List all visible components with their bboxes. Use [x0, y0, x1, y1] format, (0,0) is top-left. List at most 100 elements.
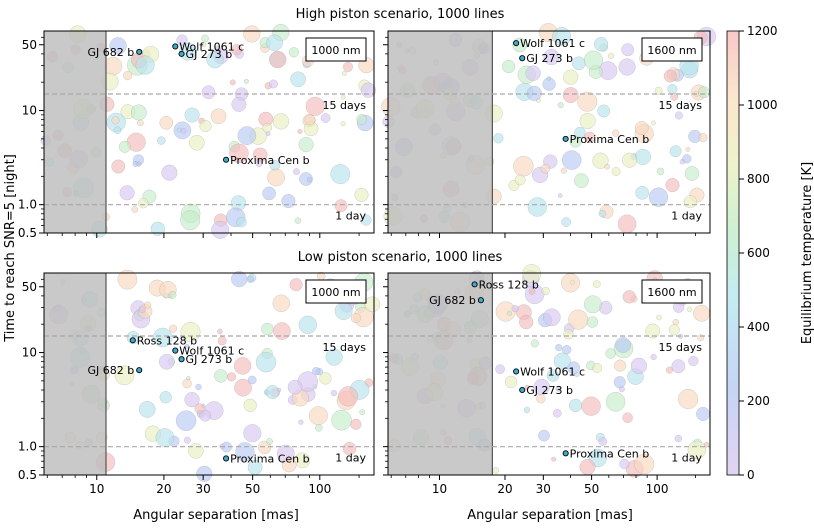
planet-point: [210, 108, 227, 125]
wavelength-label: 1000 nm: [311, 286, 360, 299]
planet-point: [243, 78, 249, 84]
planet-point: [161, 164, 178, 181]
named-planet-label: GJ 273 b: [526, 384, 573, 397]
planet-point: [236, 217, 247, 228]
y-tick-label: 0.5: [18, 226, 37, 240]
planet-point: [561, 150, 582, 170]
planet-point: [138, 198, 149, 209]
planet-point: [158, 353, 175, 370]
planet-point: [231, 270, 248, 288]
planet-point: [671, 359, 686, 374]
planet-point: [194, 403, 205, 414]
planet-point: [354, 187, 369, 202]
planet-point: [262, 122, 273, 133]
named-planet-label: Proxima Cen b: [570, 447, 650, 460]
x-tick-label: 30: [536, 482, 551, 496]
planet-point: [693, 304, 711, 322]
named-planet-label: GJ 682 b: [87, 46, 134, 59]
planet-point: [560, 167, 567, 174]
planet-point: [195, 383, 202, 391]
planet-point: [298, 137, 314, 153]
planet-point: [135, 55, 155, 75]
named-planet-point: [223, 455, 230, 462]
named-planet-label: GJ 682 b: [87, 364, 134, 377]
planet-point: [553, 352, 571, 370]
planet-point: [184, 343, 190, 349]
x-tick-label: 10: [432, 482, 447, 496]
planet-point: [288, 47, 299, 58]
planet-point: [530, 339, 539, 348]
planet-point: [622, 152, 638, 168]
named-planet-label: GJ 273 b: [526, 52, 573, 65]
planet-point: [569, 135, 582, 148]
planet-point: [290, 71, 306, 88]
planet-point: [306, 176, 313, 183]
named-planet-label: Wolf 1061 c: [520, 37, 585, 50]
planet-point: [656, 314, 662, 321]
planet-point: [562, 87, 579, 104]
planet-point: [528, 288, 536, 295]
planet-point: [577, 91, 598, 112]
planet-point: [557, 102, 564, 109]
colorbar-tick-label: 600: [747, 246, 770, 260]
planet-point: [579, 112, 596, 129]
planet-point: [540, 163, 551, 174]
planet-point: [255, 160, 263, 168]
planet-point: [281, 457, 297, 473]
x-tick-label: 20: [156, 482, 171, 496]
planet-point: [196, 465, 213, 482]
colorbar-tick-label: 400: [747, 320, 770, 334]
planet-point: [605, 348, 616, 359]
planet-point: [340, 94, 346, 100]
planet-point: [182, 378, 192, 389]
named-planet-point: [172, 43, 179, 50]
planet-point: [289, 278, 303, 292]
planet-point: [159, 115, 174, 130]
planet-point: [234, 378, 252, 397]
planet-point: [698, 133, 708, 143]
y-tick-label: 10: [22, 104, 37, 118]
planet-point: [226, 372, 237, 382]
planet-point: [294, 217, 302, 224]
planet-point: [266, 438, 273, 445]
x-tick-label: 50: [584, 482, 599, 496]
planet-point: [137, 119, 144, 127]
planet-point: [635, 185, 650, 200]
named-planet-point: [178, 50, 185, 57]
planet-point: [155, 428, 175, 447]
x-tick-label: 100: [308, 482, 331, 496]
planet-point: [555, 343, 563, 352]
named-planet-point: [519, 55, 526, 62]
planet-point: [541, 286, 550, 296]
planet-point: [523, 406, 531, 414]
planet-point: [597, 104, 611, 118]
planet-point: [272, 113, 290, 130]
x-tick-label: 50: [245, 482, 260, 496]
planet-point: [571, 56, 586, 71]
reference-line-label: 1 day: [335, 452, 366, 465]
reference-line-label: 15 days: [659, 341, 703, 354]
named-planet-point: [178, 356, 185, 363]
y-axis-label: Time to reach SNR=5 [night]: [3, 154, 18, 343]
planet-point: [613, 376, 626, 389]
planet-point: [648, 187, 669, 207]
planet-point: [663, 69, 677, 83]
named-planet-point: [477, 297, 484, 304]
planet-point: [654, 86, 663, 95]
planet-point: [605, 392, 626, 412]
planet-point: [563, 69, 579, 85]
planet-point: [229, 79, 236, 86]
named-planet-point: [129, 337, 136, 344]
planet-point: [131, 206, 139, 213]
named-planet-label: Proxima Cen b: [230, 154, 310, 167]
planet-point: [350, 312, 362, 324]
planet-point: [281, 194, 296, 209]
planet-point: [150, 221, 165, 236]
planet-point: [111, 159, 126, 174]
planet-point: [683, 195, 697, 209]
y-tick-label: 50: [22, 38, 37, 52]
planet-point: [525, 65, 541, 81]
x-tick-label: 100: [646, 482, 669, 496]
named-planet-label: Wolf 1061 c: [179, 345, 244, 358]
planet-point: [243, 398, 257, 412]
